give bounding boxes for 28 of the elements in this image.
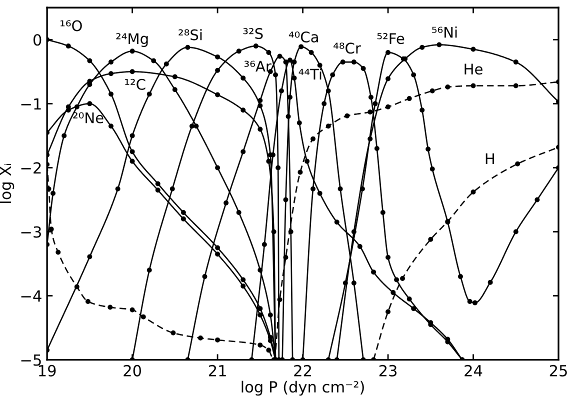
series-label: ²⁴Mg	[116, 33, 148, 48]
x-tick-label: 23	[379, 364, 397, 376]
series-label: ³²S	[243, 28, 263, 40]
y-tick-label: 0	[33, 34, 42, 46]
series-label: ²⁸Si	[178, 29, 202, 40]
x-tick-label: 19	[39, 364, 56, 376]
series-label: ⁴⁴Ti	[298, 68, 322, 80]
y-tick-label: −4	[21, 290, 42, 302]
y-tick-label: −1	[21, 98, 41, 110]
series-label: H	[486, 153, 494, 164]
series-label: ²⁰Ne	[73, 112, 104, 124]
y-tick-label: −3	[21, 226, 41, 238]
series-label: He	[464, 64, 482, 75]
x-axis-title: log P (dyn cm⁻²)	[242, 380, 364, 396]
series-label: ⁴⁰Ca	[288, 31, 318, 42]
series-label: ¹⁶O	[60, 20, 82, 32]
x-tick-label: 22	[294, 364, 311, 376]
series-label: ⁴⁸Cr	[334, 42, 361, 54]
y-tick-label: −2	[21, 162, 41, 174]
series-label: ⁵²Fe	[377, 33, 404, 44]
y-tick-label: −5	[21, 354, 41, 366]
series-label: ⁵⁶Ni	[432, 26, 457, 38]
x-tick-label: 25	[550, 364, 567, 376]
series-label: ³⁶Ar	[244, 60, 272, 72]
x-tick-label: 24	[464, 364, 482, 376]
x-tick-label: 20	[124, 364, 142, 376]
series-label: ¹²C	[125, 78, 146, 90]
x-tick-label: 21	[208, 364, 226, 376]
